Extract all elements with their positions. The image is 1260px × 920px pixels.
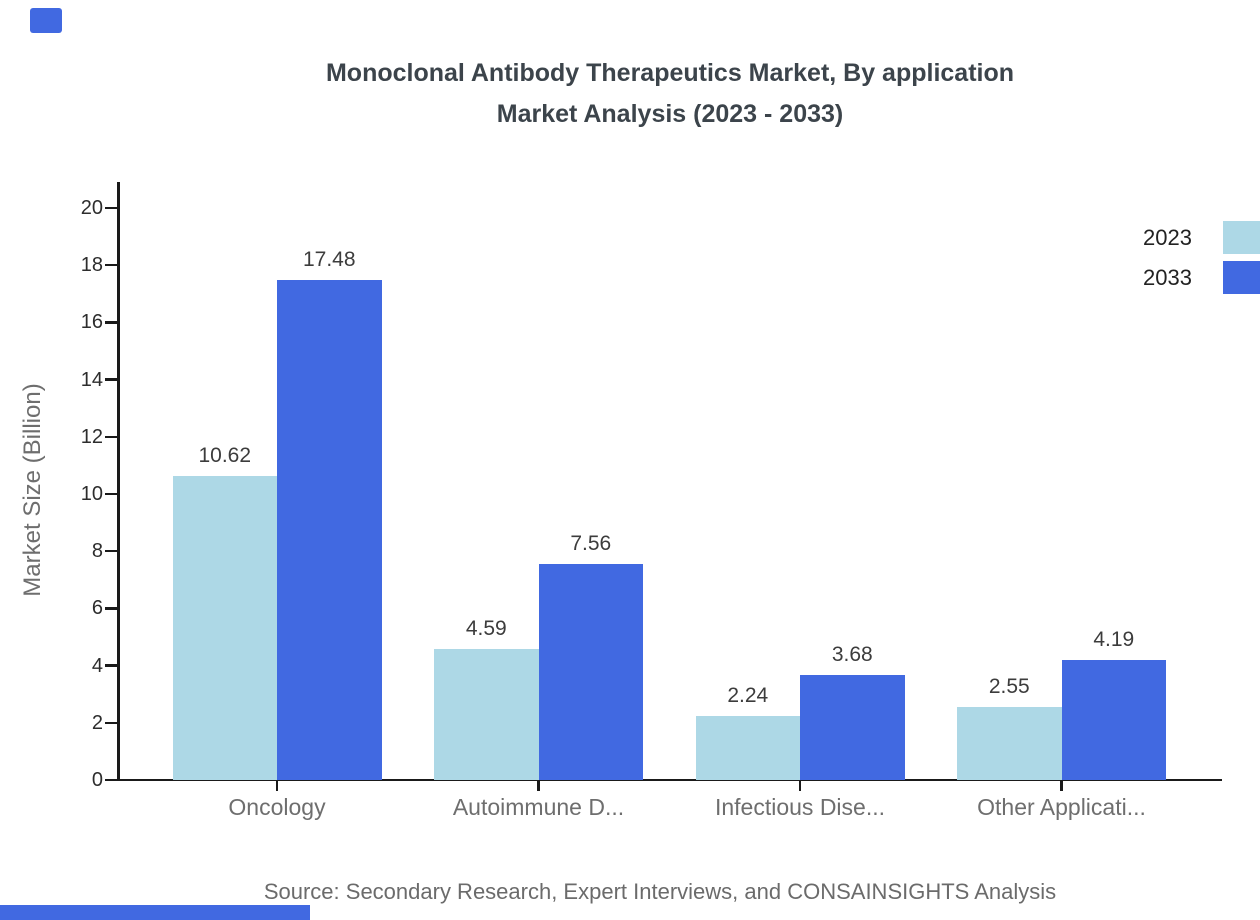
value-label-2033-oncology: 17.48: [302, 248, 356, 272]
chart-title-line2: Market Analysis (2023 - 2033): [496, 100, 844, 128]
y-tick-label-12: 12: [80, 425, 103, 448]
y-tick-label-4: 4: [91, 654, 103, 677]
x-tick-mark-infectious-dise: [798, 780, 802, 791]
y-tick-label-16: 16: [80, 311, 103, 334]
y-tick-label-10: 10: [80, 483, 103, 505]
source-note: Source: Secondary Research, Expert Inter…: [263, 879, 1057, 904]
bar-2033-infectious-dise: [800, 674, 905, 780]
x-axis-line: [117, 778, 1222, 781]
y-tick-mark-2: [105, 721, 117, 725]
y-tick-mark-10: [105, 492, 117, 496]
value-label-2033-autoimmune-d: 7.56: [570, 531, 612, 555]
legend-swatch-2033: [1223, 261, 1260, 294]
x-tick-mark-oncology: [275, 780, 279, 791]
y-tick-label-18: 18: [80, 254, 103, 277]
bar-2023-other-applicati: [957, 707, 1062, 780]
y-tick-mark-8: [105, 549, 117, 553]
legend-swatch-2023: [1223, 221, 1260, 254]
y-tick-mark-18: [105, 263, 117, 267]
brand-mark-strip: [0, 905, 310, 920]
y-tick-label-6: 6: [91, 597, 103, 620]
y-tick-mark-12: [105, 435, 117, 439]
y-tick-label-0: 0: [91, 769, 103, 791]
y-tick-mark-20: [105, 206, 117, 210]
value-label-2023-other-applicati: 2.55: [988, 675, 1030, 699]
brand-mark-square: [30, 8, 62, 33]
value-label-2033-other-applicati: 4.19: [1093, 628, 1135, 652]
x-category-label-autoimmune-d: Autoimmune D...: [452, 794, 625, 820]
bar-2033-autoimmune-d: [538, 563, 643, 780]
x-tick-mark-autoimmune-d: [537, 780, 540, 791]
x-category-label-other-applicati: Other Applicati...: [977, 794, 1146, 820]
y-tick-mark-6: [105, 607, 117, 610]
bar-2023-infectious-dise: [695, 715, 800, 780]
x-category-label-oncology: Oncology: [228, 794, 326, 820]
y-tick-label-8: 8: [91, 540, 103, 563]
chart-title: Monoclonal Antibody Therapeutics Market,…: [326, 53, 1014, 135]
x-category-label-infectious-dise: Infectious Dise...: [714, 794, 886, 820]
x-tick-mark-other-applicati: [1060, 780, 1063, 791]
y-tick-mark-4: [105, 664, 117, 667]
bar-2033-oncology: [277, 280, 382, 780]
y-tick-label-14: 14: [80, 368, 103, 391]
y-tick-mark-14: [105, 378, 117, 381]
bar-2033-other-applicati: [1061, 660, 1166, 780]
y-tick-label-2: 2: [91, 711, 103, 734]
y-axis-line: [117, 182, 120, 780]
value-label-2033-infectious-dise: 3.68: [831, 642, 873, 666]
y-tick-label-20: 20: [80, 197, 103, 219]
legend-label-2033: 2033: [1143, 265, 1192, 290]
bar-2023-autoimmune-d: [434, 648, 539, 780]
legend-label-2023: 2023: [1143, 225, 1192, 250]
value-label-2023-autoimmune-d: 4.59: [465, 616, 507, 640]
bar-2023-oncology: [172, 476, 277, 780]
chart-title-line1: Monoclonal Antibody Therapeutics Market,…: [325, 59, 1015, 87]
value-label-2023-oncology: 10.62: [198, 444, 252, 468]
y-tick-mark-16: [105, 321, 117, 324]
y-tick-mark-0: [105, 778, 117, 782]
value-label-2023-infectious-dise: 2.24: [727, 683, 769, 707]
